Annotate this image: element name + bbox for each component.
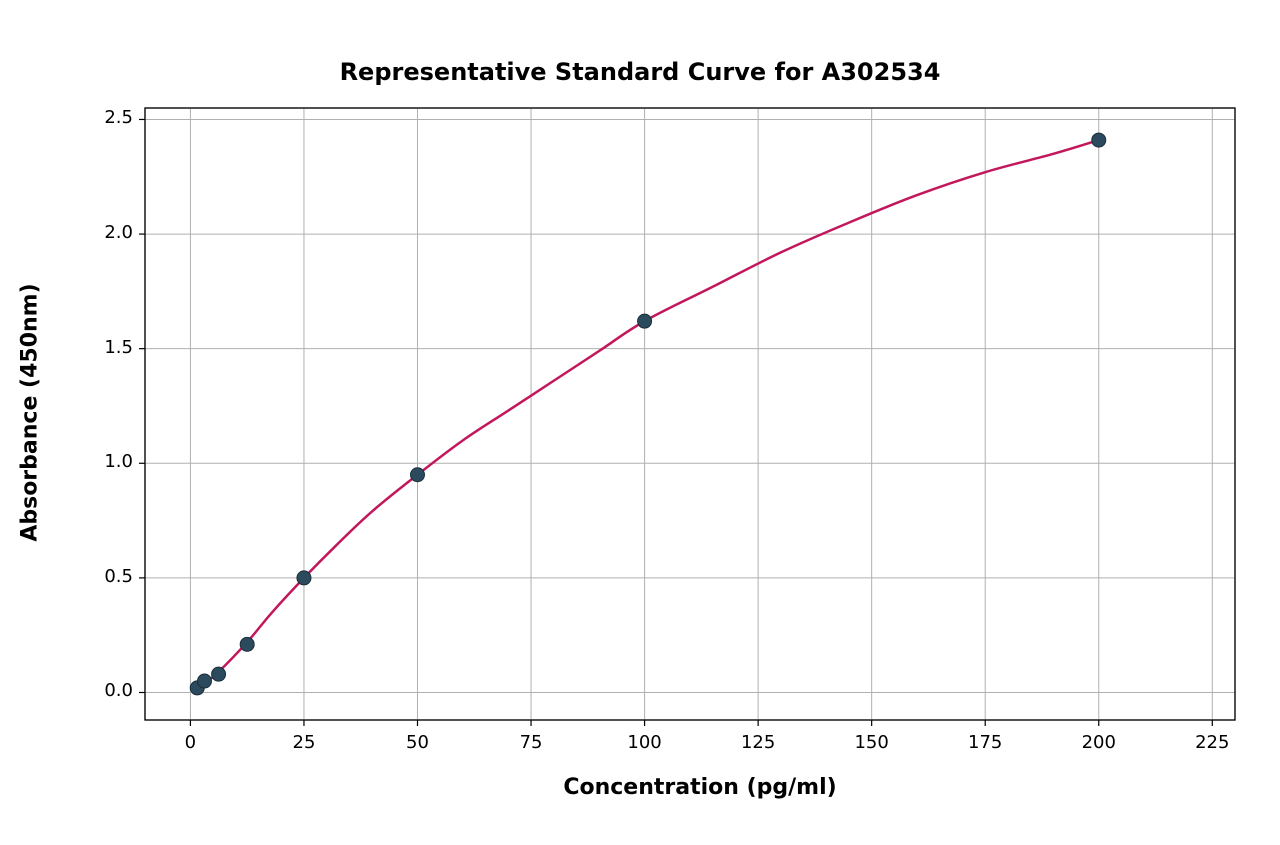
chart-svg — [0, 0, 1280, 845]
y-tick-label: 2.0 — [73, 222, 133, 243]
x-tick-label: 200 — [1074, 732, 1124, 753]
x-tick-label: 150 — [847, 732, 897, 753]
y-axis-label: Absorbance (450nm) — [18, 263, 43, 563]
x-tick-label: 0 — [165, 732, 215, 753]
y-tick-label: 1.0 — [73, 451, 133, 472]
x-tick-label: 125 — [733, 732, 783, 753]
x-tick-label: 25 — [279, 732, 329, 753]
x-tick-label: 100 — [620, 732, 670, 753]
y-tick-label: 2.5 — [73, 107, 133, 128]
y-tick-label: 0.5 — [73, 566, 133, 587]
x-axis-label: Concentration (pg/ml) — [0, 775, 1280, 800]
x-tick-label: 175 — [960, 732, 1010, 753]
y-tick-label: 0.0 — [73, 680, 133, 701]
x-tick-label: 50 — [393, 732, 443, 753]
y-tick-label: 1.5 — [73, 337, 133, 358]
x-tick-label: 225 — [1187, 732, 1237, 753]
chart-container: Representative Standard Curve for A30253… — [0, 0, 1280, 845]
x-tick-label: 75 — [506, 732, 556, 753]
